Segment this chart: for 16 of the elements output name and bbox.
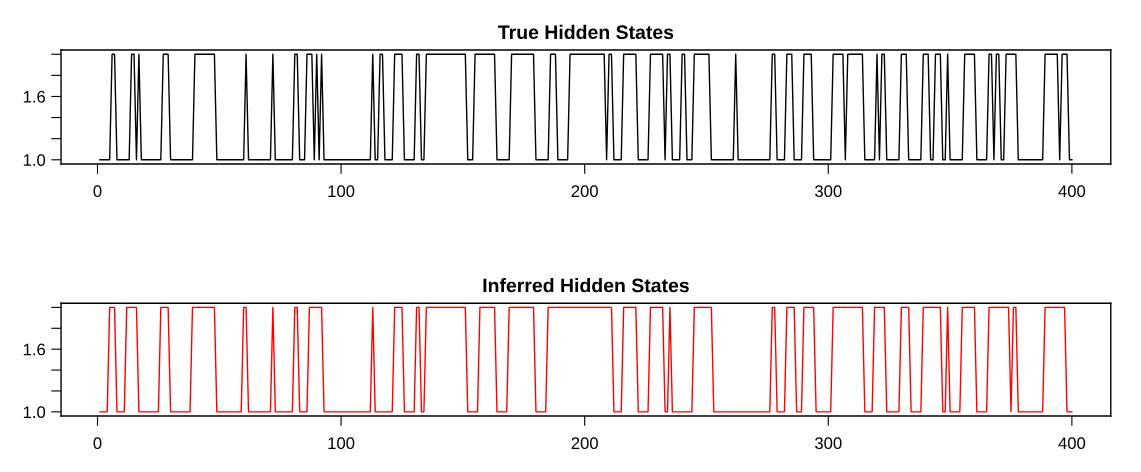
x-tick-label: 0 <box>93 437 102 450</box>
y-tick-label: 1.6 <box>23 90 46 103</box>
x-tick-label: 0 <box>93 185 102 198</box>
x-tick-label: 100 <box>328 437 355 450</box>
x-tick-label: 100 <box>328 185 355 198</box>
y-tick-label: 1.0 <box>23 154 46 166</box>
y-tick-label: 1.0 <box>23 406 46 419</box>
x-tick-label: 200 <box>571 437 598 450</box>
x-tick-label: 300 <box>815 437 842 450</box>
x-tick-label: 300 <box>815 185 842 198</box>
x-tick-label: 400 <box>1058 437 1086 450</box>
x-tick-label: 200 <box>571 185 598 198</box>
y-tick-label: 1.6 <box>23 343 46 356</box>
chart-title: Inferred Hidden States <box>483 278 689 293</box>
chart-title: True Hidden States <box>498 24 674 40</box>
x-tick-label: 400 <box>1058 185 1086 198</box>
